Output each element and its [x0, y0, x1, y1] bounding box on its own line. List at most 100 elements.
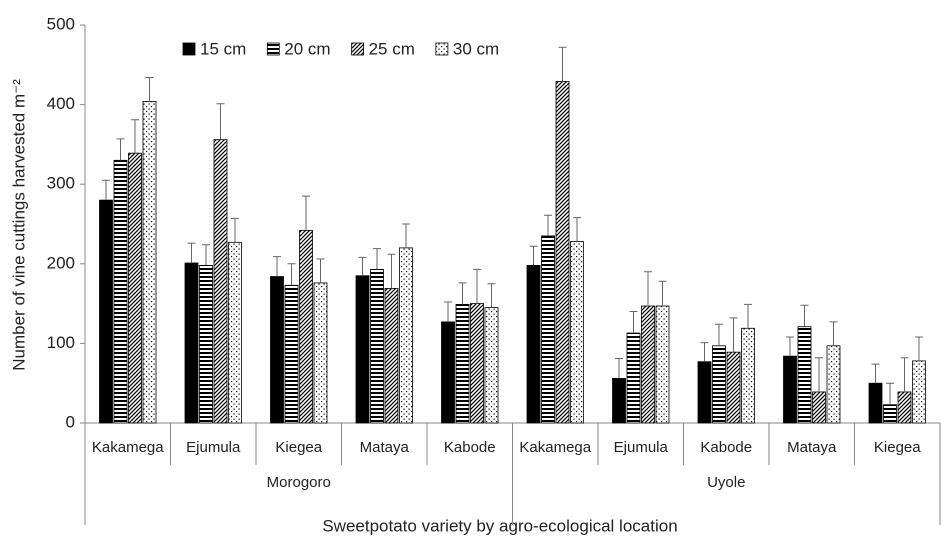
y-tick-label: 200 — [47, 253, 75, 272]
bar — [142, 101, 157, 424]
y-axis-title: Number of vine cuttings harvested m⁻² — [9, 79, 28, 371]
error-bar — [358, 256, 367, 276]
bar — [355, 275, 370, 424]
error-bar — [729, 317, 738, 353]
bar — [199, 264, 213, 424]
group-label: Morogoro — [267, 474, 331, 491]
error-bar — [700, 342, 709, 362]
error-bar — [644, 271, 652, 306]
error-bar — [658, 280, 667, 306]
bar — [726, 351, 741, 424]
error-bar — [202, 244, 210, 266]
error-bar — [915, 336, 923, 361]
error-bar — [444, 301, 452, 322]
x-axis-title: Sweetpotato variety by agro-ecological l… — [322, 516, 677, 535]
bar — [128, 152, 142, 424]
bar — [99, 199, 113, 424]
x-tick-label: Mataya — [360, 439, 410, 456]
bar — [826, 345, 841, 424]
error-bar — [744, 303, 752, 329]
y-tick-label: 500 — [47, 14, 75, 33]
bar — [113, 159, 128, 424]
bar — [612, 378, 626, 424]
bar — [741, 327, 755, 424]
error-bar — [487, 283, 496, 308]
bar — [570, 241, 584, 424]
legend-label: 30 cm — [453, 39, 499, 58]
error-bar — [715, 323, 723, 346]
bar — [655, 305, 670, 424]
bar — [270, 276, 284, 424]
error-bar — [273, 256, 281, 277]
bar — [812, 391, 826, 424]
bar — [213, 139, 228, 424]
x-tick-label: Ejumula — [186, 439, 241, 456]
error-bar — [829, 321, 838, 346]
bar — [313, 282, 328, 424]
x-tick-label: Ejumula — [614, 439, 669, 456]
error-bar — [145, 77, 154, 102]
bar — [484, 307, 499, 424]
legend-label: 25 cm — [369, 39, 415, 58]
error-bar — [815, 357, 823, 392]
error-bar — [402, 223, 410, 248]
bar — [697, 361, 712, 424]
error-bar — [458, 282, 467, 305]
error-bar — [800, 304, 809, 327]
bar — [912, 360, 926, 424]
group-label: Uyole — [707, 474, 745, 491]
error-bar — [473, 268, 481, 304]
x-tick-label: Kakamega — [92, 439, 164, 456]
error-bar — [302, 195, 310, 231]
bar — [541, 235, 555, 424]
bar — [626, 332, 641, 424]
y-tick-label: 300 — [47, 174, 75, 193]
error-bar — [187, 242, 196, 264]
error-bar — [216, 103, 225, 140]
bar — [868, 382, 883, 424]
bar — [455, 303, 470, 424]
error-bar — [544, 214, 552, 236]
error-bar — [786, 336, 794, 357]
legend-swatch — [266, 42, 280, 56]
error-bar — [116, 138, 125, 161]
legend-label: 20 cm — [284, 39, 330, 58]
error-bar — [871, 363, 880, 384]
error-bar — [573, 217, 581, 242]
bar — [284, 284, 299, 424]
error-bar — [287, 263, 296, 286]
x-tick-label: Kiegea — [275, 439, 322, 456]
error-bar — [900, 357, 909, 392]
x-tick-label: Mataya — [787, 439, 837, 456]
bar — [384, 288, 399, 424]
x-tick-label: Kabode — [444, 439, 496, 456]
error-bar — [529, 245, 538, 266]
bar — [526, 264, 541, 424]
bar — [897, 391, 912, 424]
bar — [641, 305, 655, 424]
y-tick-label: 100 — [47, 333, 75, 352]
legend-swatch — [435, 42, 449, 56]
y-tick-label: 0 — [66, 412, 75, 431]
bar — [441, 321, 455, 424]
bar — [370, 268, 384, 424]
legend-label: 15 cm — [200, 39, 246, 58]
error-bar — [558, 46, 567, 82]
bar — [228, 241, 242, 424]
error-bar — [316, 258, 325, 283]
bar — [883, 404, 897, 424]
x-tick-label: Kakamega — [519, 439, 591, 456]
bar — [399, 247, 413, 424]
error-bar — [102, 179, 110, 201]
error-bar — [387, 253, 396, 289]
legend-swatch — [351, 42, 364, 56]
x-tick-label: Kiegea — [874, 439, 921, 456]
error-bar — [231, 217, 239, 243]
bar — [797, 326, 812, 424]
error-bar — [629, 311, 638, 334]
bar — [299, 229, 313, 424]
x-tick-label: Kabode — [700, 439, 752, 456]
bar — [184, 262, 199, 424]
bar — [712, 345, 726, 424]
